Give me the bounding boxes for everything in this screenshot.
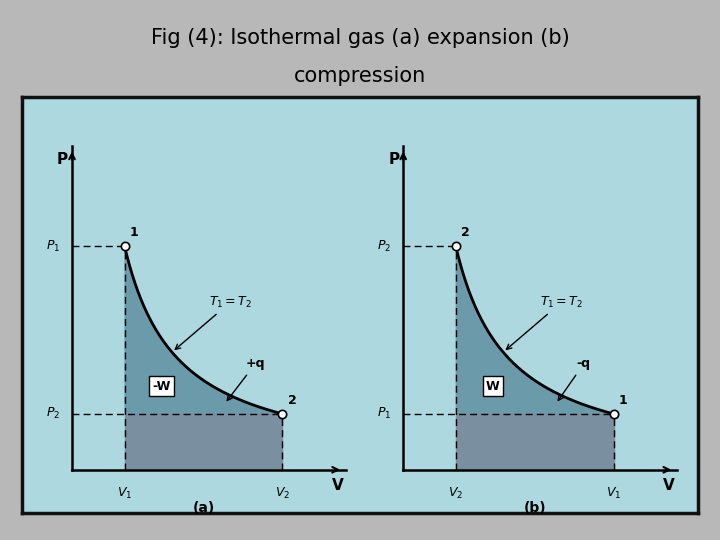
Text: $P_2$: $P_2$ <box>377 239 392 254</box>
Text: $P_2$: $P_2$ <box>46 407 60 422</box>
Text: $V_2$: $V_2$ <box>275 485 290 501</box>
Text: $P_1$: $P_1$ <box>377 407 392 422</box>
Text: Fig (4): Isothermal gas (a) expansion (b): Fig (4): Isothermal gas (a) expansion (b… <box>150 28 570 48</box>
Text: (b): (b) <box>523 501 546 515</box>
Text: $V_1$: $V_1$ <box>117 485 132 501</box>
Text: V: V <box>332 478 343 493</box>
Text: 1: 1 <box>619 394 628 407</box>
Text: $V_1$: $V_1$ <box>606 485 621 501</box>
Text: -W: -W <box>152 380 171 393</box>
Text: P: P <box>57 152 68 167</box>
Text: 2: 2 <box>288 394 297 407</box>
Text: 1: 1 <box>130 226 139 239</box>
Text: compression: compression <box>294 65 426 86</box>
Text: W: W <box>486 380 500 393</box>
Text: $V_2$: $V_2$ <box>449 485 464 501</box>
Text: $P_1$: $P_1$ <box>46 239 60 254</box>
Text: (a): (a) <box>192 501 215 515</box>
Text: -q: -q <box>558 357 591 400</box>
Text: +q: +q <box>228 357 265 401</box>
Text: V: V <box>663 478 675 493</box>
Text: $T_1 = T_2$: $T_1 = T_2$ <box>175 295 252 349</box>
Text: 2: 2 <box>461 226 470 239</box>
Text: $T_1 = T_2$: $T_1 = T_2$ <box>506 295 583 349</box>
Text: P: P <box>388 152 400 167</box>
